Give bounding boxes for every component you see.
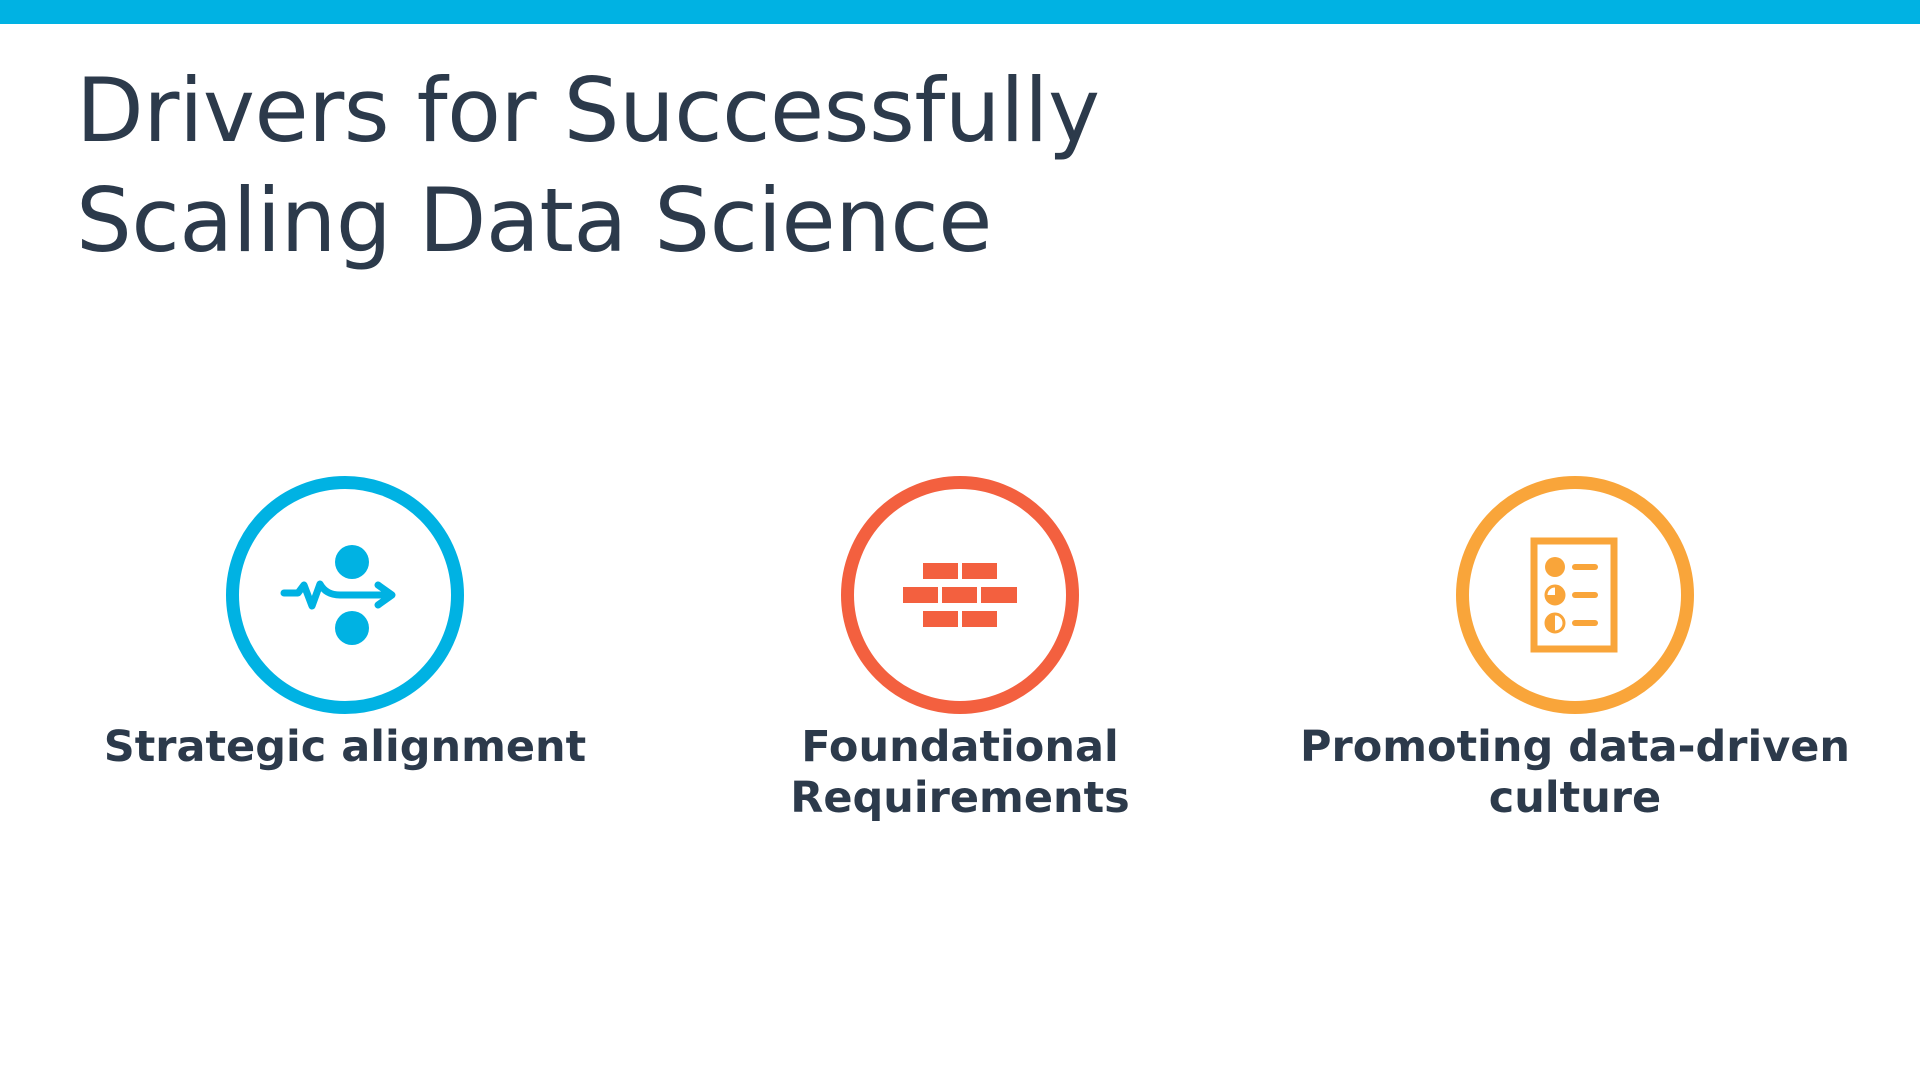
driver-foundational-requirements: Foundational Requirements: [650, 476, 1270, 824]
driver-circle-culture: [1456, 476, 1694, 714]
alignment-arrow-icon: [280, 545, 396, 645]
slide-title-line-2: Scaling Data Science: [76, 169, 992, 272]
report-document-icon: [1530, 537, 1618, 653]
driver-label-culture: Promoting data-driven culture: [1265, 722, 1885, 824]
driver-circle-strategic: [226, 476, 464, 714]
driver-label-line: Promoting data-driven: [1299, 722, 1850, 772]
driver-label-line: Foundational: [801, 722, 1119, 772]
slide-title: Drivers for Successfully Scaling Data Sc…: [76, 56, 1276, 276]
top-accent-bar: [0, 0, 1920, 24]
driver-data-driven-culture: Promoting data-driven culture: [1265, 476, 1885, 824]
brick-wall-icon: [903, 563, 1017, 627]
driver-strategic-alignment: Strategic alignment: [35, 476, 655, 773]
driver-circle-foundational: [841, 476, 1079, 714]
driver-label-line: Strategic alignment: [103, 722, 587, 772]
driver-label-strategic: Strategic alignment: [35, 722, 655, 773]
slide-title-line-1: Drivers for Successfully: [76, 59, 1100, 162]
driver-label-line: culture: [1488, 773, 1662, 823]
driver-label-foundational: Foundational Requirements: [650, 722, 1270, 824]
driver-label-line: Requirements: [790, 773, 1130, 823]
